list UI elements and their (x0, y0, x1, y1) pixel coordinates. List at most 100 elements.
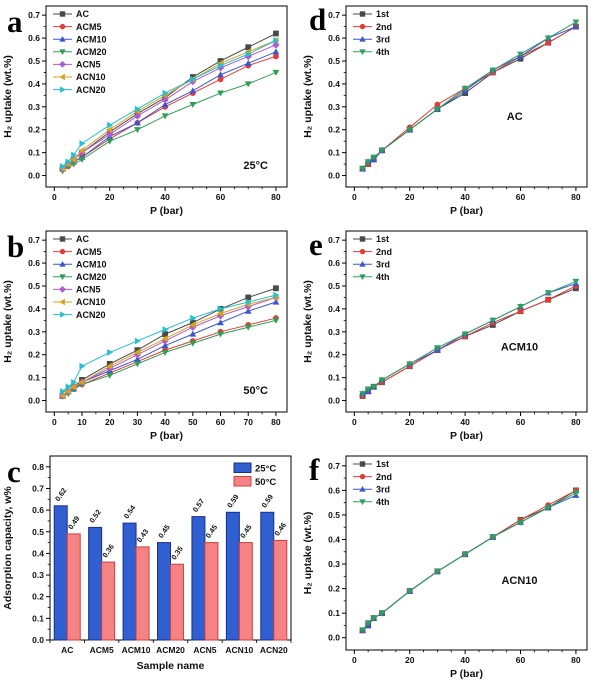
svg-text:20: 20 (105, 417, 115, 427)
svg-text:40: 40 (460, 192, 470, 202)
svg-text:0.0: 0.0 (328, 396, 340, 406)
svg-text:50°C: 50°C (243, 385, 268, 397)
svg-text:ACN20: ACN20 (76, 85, 106, 95)
svg-text:0.6: 0.6 (328, 33, 340, 43)
svg-text:0.1: 0.1 (328, 373, 340, 383)
svg-text:0.7: 0.7 (28, 235, 40, 245)
svg-text:0.49: 0.49 (66, 514, 82, 531)
svg-text:2nd: 2nd (376, 472, 392, 482)
svg-text:ACN10: ACN10 (76, 297, 106, 307)
svg-text:4th: 4th (376, 47, 390, 57)
svg-text:ACN5: ACN5 (193, 645, 216, 655)
chart-adsorption-capacity-bars: 0.0 0.1 0.2 0.3 0.4 0.5 0.6 0.7 0.8 0.62 0.49 AC 0.5… (2, 455, 292, 672)
svg-text:0.4: 0.4 (328, 79, 340, 89)
svg-text:H₂ uptake (wt.%): H₂ uptake (wt.%) (2, 280, 14, 363)
svg-text:0.2: 0.2 (328, 350, 340, 360)
svg-text:0.5: 0.5 (28, 56, 40, 66)
svg-text:0.5: 0.5 (28, 281, 40, 291)
svg-text:Sample name: Sample name (137, 660, 205, 672)
svg-text:0.59: 0.59 (260, 493, 276, 510)
svg-text:0.3: 0.3 (28, 327, 40, 337)
svg-text:20: 20 (405, 192, 415, 202)
svg-text:40: 40 (460, 655, 470, 665)
svg-text:0.1: 0.1 (28, 148, 40, 158)
svg-text:70: 70 (243, 417, 253, 427)
svg-text:0.35: 0.35 (169, 545, 185, 562)
svg-text:3rd: 3rd (376, 34, 390, 44)
svg-text:P (bar): P (bar) (450, 668, 483, 680)
svg-text:ACM10: ACM10 (501, 341, 538, 353)
svg-text:Adsorption capacity, w%: Adsorption capacity, w% (2, 486, 14, 610)
svg-text:ACN10: ACN10 (501, 575, 537, 587)
svg-text:0: 0 (352, 417, 357, 427)
svg-text:0.3: 0.3 (32, 570, 44, 580)
svg-text:0: 0 (52, 417, 57, 427)
svg-text:0.0: 0.0 (328, 633, 340, 643)
svg-text:0.2: 0.2 (28, 125, 40, 135)
svg-text:ACM10: ACM10 (76, 259, 107, 269)
svg-text:ACN20: ACN20 (76, 310, 106, 320)
svg-text:ACM5: ACM5 (76, 22, 102, 32)
svg-text:1st: 1st (376, 234, 389, 244)
svg-text:0.57: 0.57 (191, 497, 207, 514)
svg-text:0.5: 0.5 (328, 510, 340, 520)
svg-text:0.59: 0.59 (225, 493, 241, 510)
svg-text:AC: AC (76, 234, 89, 244)
chart-h2-uptake-25c: 0 20 40 60 80 0.0 0.1 0.2 0.3 0.4 0.5 0.6 0.7 P (bar)… (2, 5, 288, 217)
svg-text:P (bar): P (bar) (450, 430, 483, 442)
svg-text:0.0: 0.0 (328, 171, 340, 181)
svg-text:0.2: 0.2 (328, 584, 340, 594)
svg-text:0.3: 0.3 (328, 327, 340, 337)
svg-text:10: 10 (77, 417, 87, 427)
svg-text:0.7: 0.7 (328, 461, 340, 471)
chart-h2-uptake-50c: 0 10 20 30 40 50 60 70 80 0.0 0.1 0.2 0.3 0.4 0.5 0.6 0.… (2, 230, 288, 442)
svg-text:P (bar): P (bar) (150, 430, 183, 442)
svg-text:80: 80 (271, 417, 281, 427)
svg-text:60: 60 (516, 655, 526, 665)
svg-text:ACM10: ACM10 (122, 645, 151, 655)
svg-text:0.45: 0.45 (156, 523, 172, 540)
svg-text:0.6: 0.6 (28, 258, 40, 268)
svg-text:4th: 4th (376, 497, 390, 507)
svg-text:40: 40 (160, 192, 170, 202)
panel-e: e 0 20 40 60 80 0.0 0.1 0.2 0.3 0.4 0.5 0.6 0.7 P (ba… (300, 225, 600, 450)
svg-text:0.52: 0.52 (87, 508, 103, 525)
svg-text:0: 0 (52, 192, 57, 202)
svg-text:ACM20: ACM20 (76, 272, 107, 282)
svg-text:60: 60 (216, 417, 226, 427)
svg-text:ACM5: ACM5 (90, 645, 114, 655)
svg-text:0.2: 0.2 (28, 350, 40, 360)
panel-d: d 0 20 40 60 80 0.0 0.1 0.2 0.3 0.4 0.5 0.6 0.7 P (ba… (300, 0, 600, 225)
svg-text:ACM20: ACM20 (156, 645, 185, 655)
svg-text:P (bar): P (bar) (150, 205, 183, 217)
svg-text:AC: AC (76, 9, 89, 19)
svg-text:0.4: 0.4 (28, 79, 40, 89)
panel-letter-b: b (7, 229, 25, 264)
chart-cycles-ac: 0 20 40 60 80 0.0 0.1 0.2 0.3 0.4 0.5 0.6 0.7 P (bar)… (302, 5, 588, 217)
svg-text:25°C: 25°C (243, 160, 268, 172)
svg-text:0.1: 0.1 (328, 148, 340, 158)
svg-text:50: 50 (188, 417, 198, 427)
svg-text:0.0: 0.0 (28, 396, 40, 406)
svg-text:0.0: 0.0 (32, 635, 44, 645)
svg-text:40: 40 (460, 417, 470, 427)
svg-text:0.5: 0.5 (32, 527, 44, 537)
panel-letter-c: c (7, 454, 21, 489)
svg-text:ACN10: ACN10 (225, 645, 253, 655)
svg-text:0.7: 0.7 (328, 10, 340, 20)
svg-text:ACM5: ACM5 (76, 247, 102, 257)
svg-text:3rd: 3rd (376, 484, 390, 494)
svg-text:3rd: 3rd (376, 259, 390, 269)
svg-text:0.3: 0.3 (28, 102, 40, 112)
svg-text:0.6: 0.6 (32, 505, 44, 515)
svg-text:ACM20: ACM20 (76, 47, 107, 57)
svg-text:0.45: 0.45 (238, 523, 254, 540)
svg-text:H₂ uptake (wt.%): H₂ uptake (wt.%) (302, 55, 314, 138)
svg-text:0.7: 0.7 (28, 10, 40, 20)
svg-text:20: 20 (405, 655, 415, 665)
svg-text:80: 80 (571, 417, 581, 427)
svg-text:AC: AC (61, 645, 73, 655)
svg-text:60: 60 (516, 192, 526, 202)
svg-text:0.54: 0.54 (122, 503, 138, 521)
svg-text:30: 30 (133, 417, 143, 427)
